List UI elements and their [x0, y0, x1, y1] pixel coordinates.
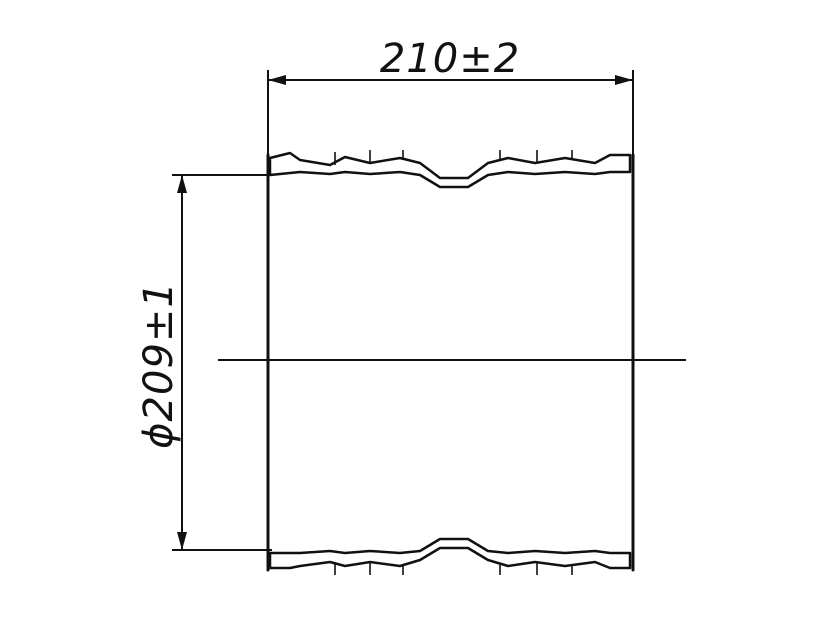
pipe-body	[266, 153, 635, 572]
length-label: 210±2	[380, 36, 520, 82]
diameter-dimension: ϕ209±1	[136, 174, 272, 551]
bottom-wall-profile	[268, 537, 632, 570]
bottom-wall-section	[268, 537, 632, 575]
arrowhead-left	[268, 75, 286, 85]
top-wall-section	[268, 150, 632, 189]
length-dimension: 210±2	[267, 36, 634, 160]
diameter-label: ϕ209±1	[136, 281, 182, 449]
arrowhead-top	[177, 175, 187, 193]
arrowhead-bottom	[177, 532, 187, 550]
arrowhead-right	[615, 75, 633, 85]
top-wall-profile	[268, 151, 632, 189]
